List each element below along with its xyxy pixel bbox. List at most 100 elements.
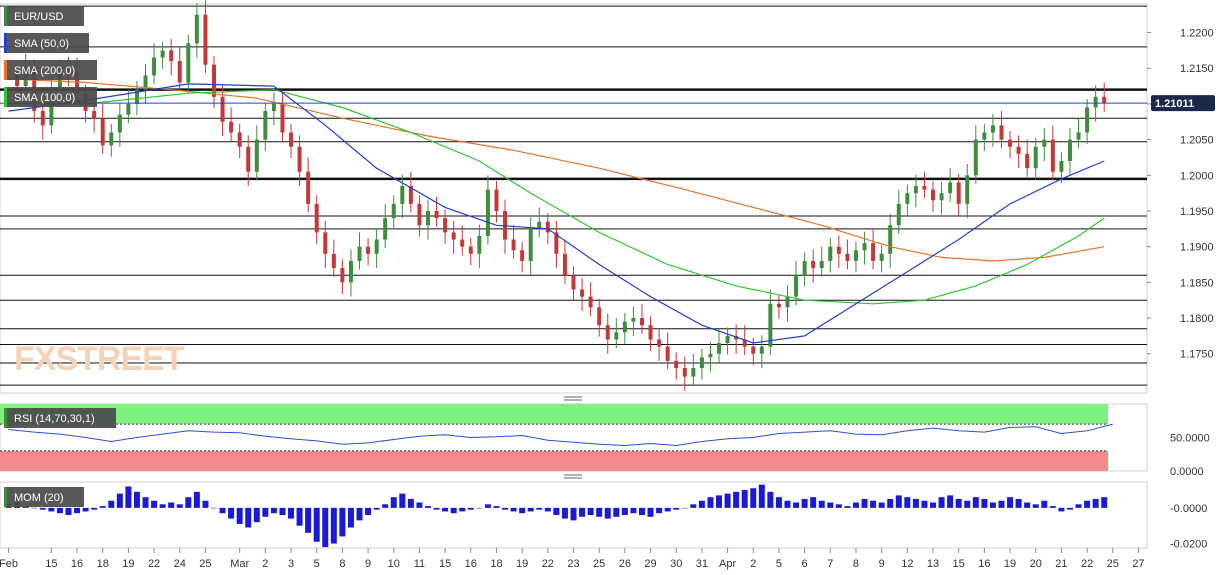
candle-body — [1008, 139, 1013, 147]
candle-body — [699, 357, 704, 369]
sma-100-line — [8, 89, 1105, 305]
candle-body — [605, 325, 610, 340]
x-tick-label: 25 — [1107, 558, 1119, 570]
rsi-tag-swatch — [4, 408, 7, 428]
candle-body — [913, 186, 918, 194]
candle-body — [468, 246, 473, 254]
candle-body — [194, 14, 199, 44]
x-tick-label: 19 — [1004, 558, 1016, 570]
momentum-bar — [416, 502, 423, 508]
momentum-bar — [878, 502, 885, 508]
candle-body — [1042, 139, 1047, 147]
x-tick-label: 16 — [465, 558, 477, 570]
momentum-bar — [108, 500, 115, 508]
rsi-overbought-band — [0, 404, 1108, 425]
candle-body — [100, 118, 105, 146]
momentum-bar — [210, 507, 217, 509]
momentum-bar — [390, 497, 397, 508]
x-tick-label: 3 — [288, 558, 294, 570]
sma-50-tag-box — [4, 33, 89, 53]
momentum-bar — [947, 495, 954, 508]
candle-body — [631, 318, 636, 322]
candle-body — [340, 268, 345, 283]
momentum-bar — [690, 504, 697, 508]
momentum-tag-box — [4, 487, 84, 507]
momentum-bar — [373, 507, 380, 510]
candle-body — [862, 243, 867, 251]
x-tick-label: 9 — [365, 558, 371, 570]
momentum-bar — [168, 502, 175, 508]
rsi-y-tick-label: 50.0000 — [1170, 433, 1210, 445]
x-tick-label: 30 — [670, 558, 682, 570]
x-tick-label: 13 — [927, 558, 939, 570]
candle-body — [1016, 146, 1021, 154]
candle-body — [1076, 132, 1081, 140]
candle-body — [434, 210, 439, 219]
candle-body — [203, 14, 208, 65]
candle-body — [597, 307, 602, 326]
x-tick-label: 18 — [97, 558, 109, 570]
x-tick-label: 25 — [199, 558, 211, 570]
last-price-tag — [1151, 95, 1215, 112]
symbol-tag-box — [4, 6, 84, 26]
momentum-bar — [1058, 507, 1065, 512]
momentum-bar — [442, 507, 449, 512]
candle-body — [614, 332, 619, 340]
x-tick-label: 15 — [45, 558, 57, 570]
candle-body — [425, 210, 430, 226]
momentum-bar — [989, 502, 996, 508]
candle-body — [639, 318, 644, 326]
candle-body — [443, 218, 448, 233]
candle-body — [323, 232, 328, 254]
momentum-bar — [536, 507, 543, 510]
momentum-bar — [236, 507, 243, 524]
momentum-bar — [938, 497, 945, 508]
x-tick-label: Mar — [230, 558, 249, 570]
momentum-bar — [733, 491, 740, 508]
candle-body — [836, 246, 841, 254]
momentum-bar — [245, 507, 252, 528]
candle-body — [331, 253, 336, 269]
momentum-bar — [193, 491, 200, 508]
sma-200-tag-box — [4, 60, 97, 80]
symbol-tag: EUR/USD — [14, 11, 64, 23]
sma-50-line — [8, 83, 1105, 344]
x-tick-label: 15 — [439, 558, 451, 570]
momentum-bar — [912, 498, 919, 508]
candle-body — [229, 121, 234, 133]
momentum-bar — [347, 507, 354, 528]
momentum-bar — [750, 488, 757, 508]
momentum-bar — [955, 498, 962, 508]
momentum-bar — [527, 507, 534, 512]
momentum-bar — [510, 507, 517, 512]
rsi-y-tick-label: 0.0000 — [1170, 466, 1204, 478]
sma-200-tag: SMA (200,0) — [14, 65, 75, 77]
x-tick-label: 23 — [567, 558, 579, 570]
momentum-bar — [861, 498, 868, 508]
y-tick-label: 1.2150 — [1180, 63, 1214, 75]
momentum-bar — [459, 507, 466, 512]
rsi-oversold-band — [0, 450, 1108, 471]
momentum-bar — [818, 500, 825, 508]
x-tick-label: 7 — [827, 558, 833, 570]
momentum-bar — [142, 497, 149, 508]
momentum-bar — [647, 507, 654, 517]
candle-body — [297, 146, 302, 172]
candle-body — [973, 139, 978, 176]
momentum-bar — [835, 504, 842, 508]
candle-body — [15, 75, 20, 87]
momentum-bar — [570, 507, 577, 521]
candle-body — [622, 321, 627, 333]
candle-body — [211, 64, 216, 97]
candle-body — [691, 368, 696, 377]
x-tick-label: 16 — [71, 558, 83, 570]
momentum-bar — [904, 497, 911, 508]
x-tick-label: 21 — [1055, 558, 1067, 570]
momentum-bar — [621, 507, 628, 515]
sma-50-tag: SMA (50,0) — [14, 38, 69, 50]
x-axis: Feb 15 16 18 19 22 24 25 Mar 2 3 5 8 9 10 11 15 16 18 19 22 2… — [0, 548, 1145, 570]
momentum-bar — [793, 502, 800, 508]
candle-body — [477, 235, 482, 254]
candle-body — [1050, 139, 1055, 172]
